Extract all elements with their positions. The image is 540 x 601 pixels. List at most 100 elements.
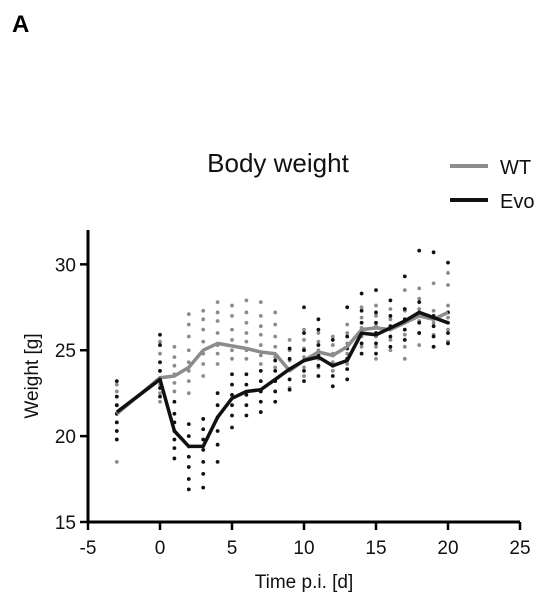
evo-data-point	[417, 248, 422, 253]
wt-data-point	[244, 356, 249, 361]
evo-data-point	[302, 331, 306, 335]
wt-data-point	[345, 322, 350, 327]
evo-data-point	[114, 403, 119, 408]
wt-data-point	[258, 300, 263, 305]
wt-data-point	[302, 338, 306, 342]
wt-data-point	[186, 334, 191, 339]
wt-data-point	[374, 356, 378, 361]
wt-data-point	[230, 348, 234, 353]
evo-data-point	[230, 372, 234, 377]
evo-data-point	[201, 485, 206, 490]
evo-data-point	[186, 465, 191, 469]
evo-data-point	[388, 334, 393, 339]
wt-data-point	[417, 343, 422, 347]
wt-data-point	[258, 353, 263, 358]
wt-data-point	[258, 362, 263, 366]
wt-data-point	[287, 338, 292, 342]
wt-data-point	[172, 389, 177, 394]
evo-data-point	[273, 368, 278, 373]
scatter-points	[114, 248, 450, 492]
wt-data-point	[215, 362, 220, 366]
evo-data-point	[330, 338, 335, 342]
evo-data-point	[201, 472, 206, 476]
evo-data-point	[417, 331, 422, 335]
evo-data-point	[287, 377, 292, 382]
wt-data-point	[273, 310, 278, 315]
wt-data-point	[114, 389, 119, 394]
series-lines	[115, 310, 449, 449]
wt-data-point	[201, 374, 206, 378]
evo-data-point	[215, 442, 220, 447]
wt-data-point	[244, 339, 249, 344]
wt-data-point	[258, 324, 263, 329]
evo-data-point	[359, 291, 364, 296]
wt-data-point	[273, 322, 278, 327]
evo-data-point	[244, 372, 249, 377]
y-axis-label: Weight [g]	[22, 333, 43, 418]
evo-data-point	[446, 341, 450, 346]
wt-data-point	[273, 344, 278, 349]
x-tick-label: 10	[293, 538, 314, 559]
wt-data-point	[417, 286, 422, 291]
evo-data-point	[201, 447, 206, 452]
y-tick-label: 20	[55, 427, 76, 448]
wt-data-point	[215, 319, 220, 323]
wt-data-point	[446, 327, 450, 332]
wt-data-point	[388, 317, 393, 322]
evo-data-point	[244, 413, 249, 418]
wt-data-point	[186, 391, 191, 396]
evo-data-point	[316, 317, 321, 322]
evo-mean-line	[115, 310, 449, 449]
wt-data-point	[345, 351, 350, 356]
evo-data-point	[374, 310, 378, 315]
wt-data-point	[201, 317, 206, 322]
evo-data-point	[374, 341, 378, 346]
evo-data-point	[402, 274, 407, 279]
wt-data-point	[330, 334, 335, 339]
evo-data-point	[446, 260, 450, 265]
wt-data-point	[230, 338, 234, 342]
wt-data-point	[302, 365, 306, 370]
evo-data-point	[230, 425, 234, 430]
wt-data-point	[302, 374, 306, 378]
wt-data-point	[402, 344, 407, 349]
evo-data-point	[230, 382, 234, 387]
wt-data-point	[230, 356, 234, 361]
wt-data-point	[402, 356, 407, 361]
y-tick-label: 30	[55, 255, 76, 276]
y-tick-label: 15	[55, 513, 76, 534]
legend: WT Evo	[450, 157, 534, 213]
evo-data-point	[316, 374, 321, 378]
y-tick-label: 25	[55, 341, 76, 362]
evo-data-point	[431, 250, 436, 255]
wt-data-point	[244, 320, 249, 325]
wt-data-point	[201, 339, 206, 344]
wt-data-point	[114, 459, 119, 464]
evo-data-point	[172, 446, 177, 451]
evo-data-point	[273, 399, 278, 404]
wt-data-point	[244, 298, 249, 303]
evo-data-point	[186, 477, 191, 481]
evo-data-point	[114, 429, 119, 433]
evo-data-point	[287, 346, 292, 351]
evo-data-point	[172, 399, 177, 404]
wt-data-point	[186, 360, 191, 365]
wt-data-point	[330, 343, 335, 347]
evo-data-point	[172, 456, 177, 461]
wt-data-point	[258, 343, 263, 347]
x-axis-label: Time p.i. [d]	[255, 572, 354, 593]
evo-data-point	[258, 410, 263, 414]
evo-data-point	[201, 417, 206, 421]
evo-data-point	[201, 437, 206, 442]
wt-data-point	[417, 307, 422, 311]
axis-ticks: -5 0 5 10 15 20 25 15 20 25 30	[55, 255, 531, 559]
evo-data-point	[388, 344, 393, 349]
evo-data-point	[287, 387, 292, 392]
wt-data-point	[402, 288, 407, 293]
wt-data-point	[172, 355, 177, 360]
evo-data-point	[446, 331, 450, 335]
evo-data-point	[345, 305, 350, 310]
evo-data-point	[158, 394, 162, 399]
evo-data-point	[172, 437, 177, 442]
wt-data-point	[345, 331, 350, 335]
